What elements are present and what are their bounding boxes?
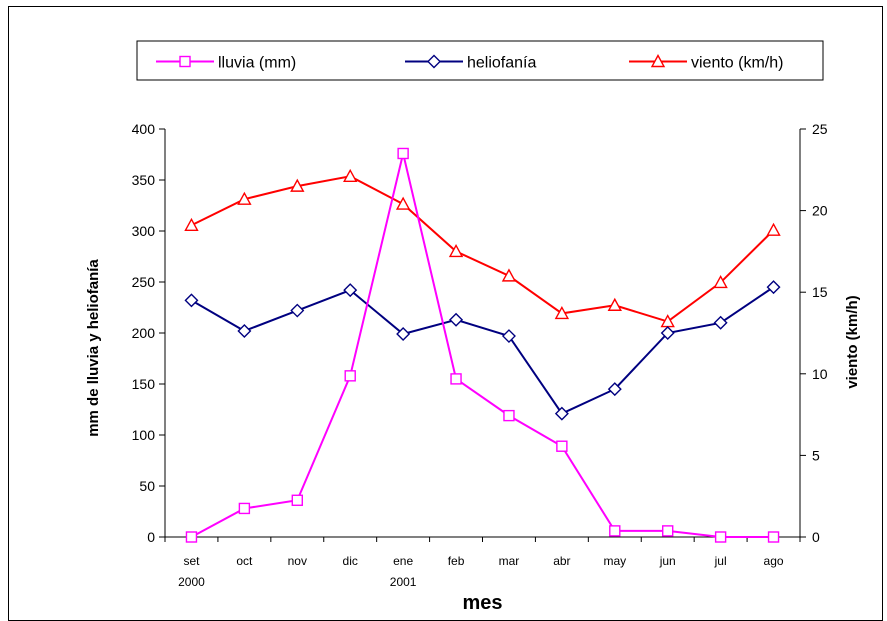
heliofania-point — [290, 303, 305, 318]
y-axis-right-title: viento (km/h) — [844, 295, 861, 388]
y-right-tick-label: 0 — [812, 529, 820, 545]
lluvia-point — [503, 409, 515, 422]
legend-label-heliofania: heliofanía — [467, 55, 536, 72]
x-tick-label: mar — [499, 554, 520, 568]
y-left-tick-label: 250 — [132, 274, 156, 290]
viento-point — [448, 243, 464, 258]
viento-point — [184, 217, 199, 231]
x-tick-label: may — [603, 554, 626, 568]
x-axis-title: mes — [462, 592, 502, 614]
heliofania-point — [713, 315, 728, 330]
lluvia-point — [662, 525, 674, 537]
lluvia-point — [185, 531, 198, 543]
heliofania-point — [449, 312, 464, 327]
y-axis-left-title: mm de lluvia y heliofanía — [85, 259, 102, 437]
y-left-tick-label: 100 — [132, 427, 156, 443]
x-tick-label: ago — [764, 554, 784, 568]
x-tick-label: dic — [343, 554, 358, 568]
viento-series-line — [191, 175, 775, 323]
heliofania-point — [396, 327, 411, 342]
plot-area: 0 50 100 150 200 250 300 350 400 0 5 10 15 20 25 set 200… — [132, 121, 828, 589]
heliofania-point — [343, 283, 358, 298]
viento-point — [554, 305, 570, 320]
legend-label-lluvia: lluvia (mm) — [218, 55, 296, 72]
y-right-tick-label: 25 — [812, 121, 828, 137]
x-tick-label: oct — [236, 554, 253, 568]
y-right-tick-label: 15 — [812, 284, 828, 300]
viento-point — [766, 222, 781, 236]
viento-point — [290, 178, 305, 192]
y-right-tick-label: 5 — [812, 447, 820, 463]
y-left-tick-label: 200 — [132, 325, 156, 341]
y-left-tick-label: 150 — [132, 376, 156, 392]
legend-label-viento: viento (km/h) — [691, 55, 783, 72]
y-right-tick-label: 10 — [812, 366, 828, 382]
lluvia-point — [291, 494, 303, 506]
lluvia-point — [344, 370, 356, 382]
y-left-tick-label: 350 — [132, 172, 156, 188]
y-left-tick-label: 0 — [147, 529, 155, 545]
x-tick-label: nov — [288, 554, 307, 568]
x-tick-label: feb — [448, 554, 465, 568]
viento-point — [713, 274, 728, 289]
heliofania-point — [660, 326, 675, 340]
legend-box — [136, 40, 824, 81]
legend-marker-lluvia — [179, 55, 191, 68]
lluvia-point — [767, 531, 780, 543]
x-tick-label: set — [183, 554, 200, 568]
legend-marker-heliofania — [427, 54, 441, 69]
lluvia-series-line — [190, 153, 774, 538]
viento-point — [395, 196, 411, 210]
lluvia-point — [397, 147, 409, 160]
x-tick-label: jun — [659, 554, 676, 568]
heliofania-point — [237, 323, 252, 338]
lluvia-point — [450, 373, 462, 385]
lluvia-point — [556, 440, 568, 452]
chart-frame — [8, 6, 883, 621]
x-tick-label: abr — [553, 554, 570, 568]
viento-point — [343, 168, 358, 183]
heliofania-point — [184, 293, 199, 308]
y-left-tick-label: 400 — [132, 121, 156, 137]
y-left-tick-label: 300 — [132, 223, 156, 239]
x-tick-label-year: 2000 — [178, 575, 205, 589]
lluvia-point — [238, 502, 251, 515]
x-tick-label-year: 2001 — [390, 575, 417, 589]
heliofania-series-line — [190, 286, 775, 415]
y-right-tick-label: 20 — [812, 203, 828, 219]
legend: lluvia (mm) heliofanía viento (km/h) — [136, 40, 824, 81]
viento-point — [237, 191, 252, 205]
heliofania-point — [501, 329, 516, 344]
viento-point — [607, 297, 622, 311]
heliofania-point — [766, 280, 781, 295]
x-tick-label: jul — [714, 554, 727, 568]
heliofania-point — [554, 406, 569, 421]
heliofania-point — [607, 382, 622, 397]
lluvia-point — [609, 525, 621, 537]
x-tick-label: ene — [393, 554, 413, 568]
legend-marker-viento — [650, 54, 666, 68]
lluvia-point — [714, 531, 727, 543]
viento-point — [501, 268, 517, 282]
y-left-tick-label: 50 — [139, 478, 155, 494]
